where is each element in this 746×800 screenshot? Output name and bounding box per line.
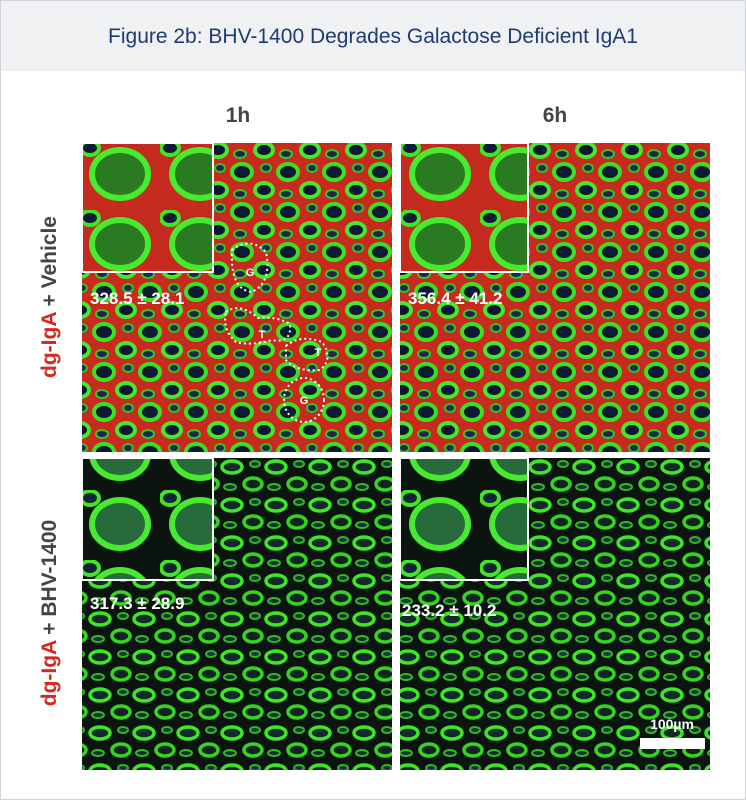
treatment-label: + BHV-1400 — [38, 520, 61, 635]
outlines — [224, 242, 329, 423]
inset — [399, 457, 529, 581]
scale-bar — [640, 738, 705, 749]
column-header: 6h — [543, 104, 568, 127]
intensity-value: 233.2 ± 10.2 — [402, 601, 496, 620]
annotation: G — [246, 267, 255, 279]
stain-label: dg-IgA — [38, 640, 61, 706]
stain-label: dg-IgA — [38, 312, 61, 378]
intensity-value: 328.5 ± 28.1 — [90, 289, 184, 308]
treatment-label: + Vehicle — [38, 216, 61, 306]
title: Figure 2b: BHV-1400 Degrades Galactose D… — [108, 25, 638, 48]
inset — [81, 142, 214, 273]
annotation: T — [259, 329, 266, 341]
scale-bar-label: 100µm — [650, 716, 694, 732]
annotation: G — [300, 395, 309, 407]
row-label: dg-IgA + Vehicle — [38, 216, 61, 378]
intensity-value: 356.4 ± 41.2 — [408, 289, 502, 308]
intensity-value: 317.3 ± 28.9 — [90, 594, 184, 613]
row-label: dg-IgA + BHV-1400 — [38, 520, 61, 706]
annotation: T — [315, 347, 322, 359]
column-header: 1h — [226, 104, 251, 127]
inset — [399, 142, 529, 273]
title-band — [1, 1, 745, 71]
inset — [81, 457, 214, 581]
